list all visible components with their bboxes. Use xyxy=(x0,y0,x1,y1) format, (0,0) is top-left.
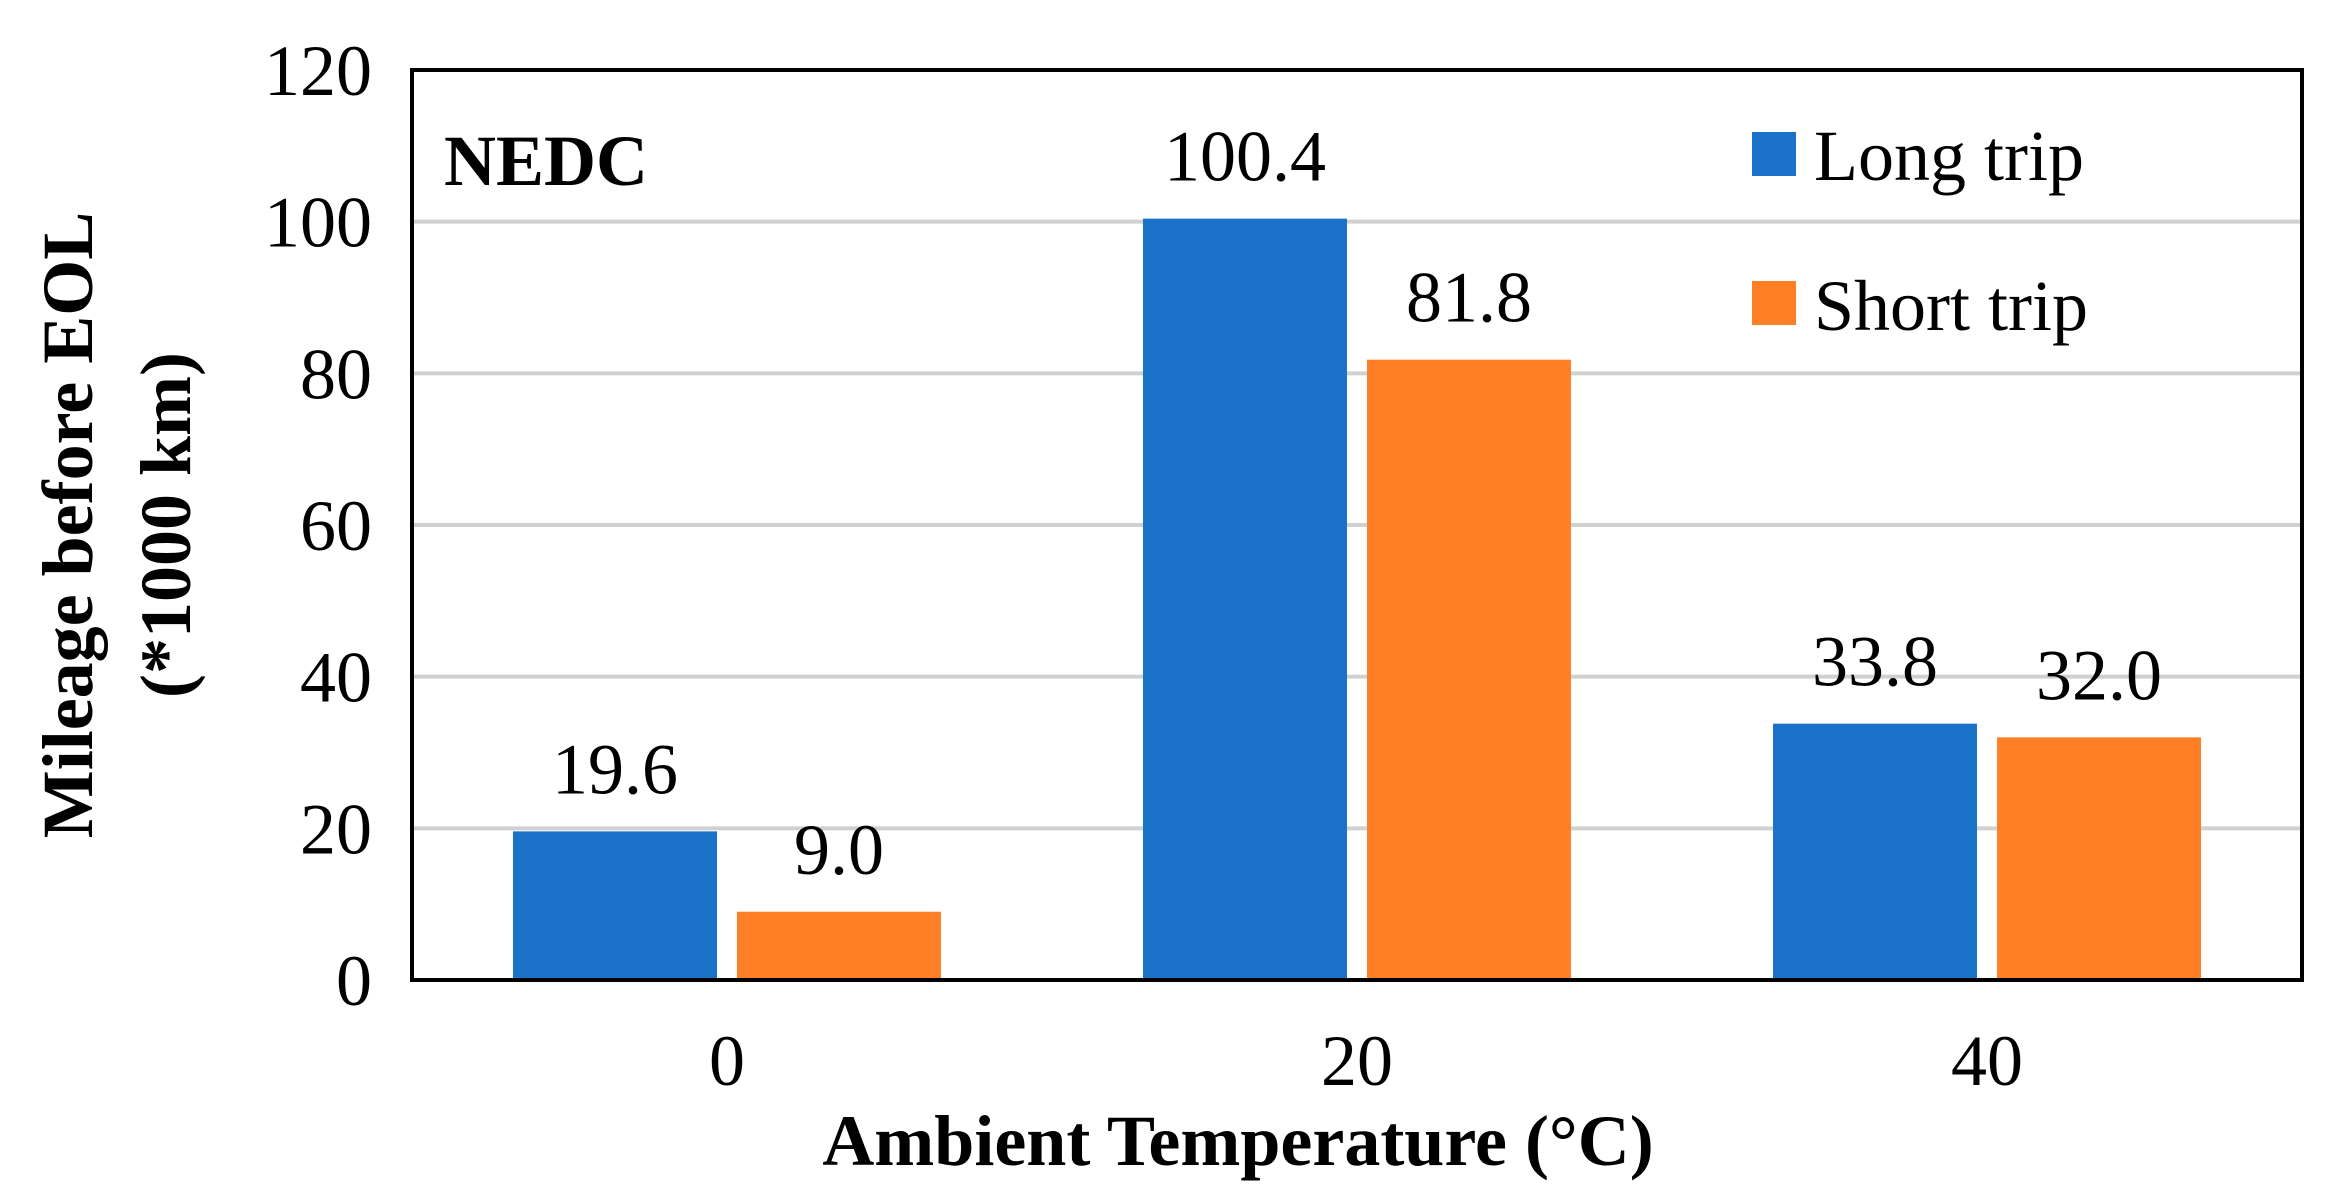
data-label: 33.8 xyxy=(1812,622,1938,702)
x-tick-label: 0 xyxy=(709,1021,745,1101)
data-label: 100.4 xyxy=(1164,117,1326,197)
data-label: 9.0 xyxy=(794,810,884,890)
x-tick-label: 40 xyxy=(1951,1021,2023,1101)
data-label: 19.6 xyxy=(552,729,678,809)
legend: Long trip Short trip xyxy=(1752,116,2088,346)
gridlines xyxy=(412,219,2302,831)
legend-swatch-short-trip xyxy=(1752,281,1796,325)
panel-label: NEDC xyxy=(444,121,648,201)
bar-long-trip xyxy=(1143,218,1347,981)
x-tick-label: 20 xyxy=(1321,1021,1393,1101)
bar-short-trip xyxy=(737,911,941,980)
y-tick-label: 100 xyxy=(264,183,372,263)
plot-frame xyxy=(410,68,2304,982)
legend-swatch-long-trip xyxy=(1752,132,1796,176)
bar-long-trip xyxy=(513,831,717,980)
y-tick-label: 60 xyxy=(300,486,372,566)
bars xyxy=(513,218,2201,981)
y-axis-title-line2: (*1000 km) xyxy=(126,352,206,698)
y-tick-label: 120 xyxy=(264,31,372,111)
y-tick-label: 40 xyxy=(300,638,372,718)
legend-label-short-trip: Short trip xyxy=(1814,266,2088,346)
y-tick-label: 0 xyxy=(336,941,372,1021)
bar-short-trip xyxy=(1367,359,1571,980)
y-tick-label: 80 xyxy=(300,334,372,414)
y-axis-title-line1: Mileage before EOL xyxy=(28,212,108,839)
legend-label-long-trip: Long trip xyxy=(1814,116,2084,196)
data-labels: 19.6 9.0 100.4 81.8 33.8 32.0 xyxy=(552,117,2162,890)
y-tick-label: 20 xyxy=(300,789,372,869)
data-label: 81.8 xyxy=(1406,258,1532,338)
x-axis-ticks: 0 20 40 xyxy=(709,1021,2023,1101)
x-axis-title: Ambient Temperature (°C) xyxy=(822,1101,1653,1181)
bar-long-trip xyxy=(1773,723,1977,980)
data-label: 32.0 xyxy=(2036,635,2162,715)
bar-short-trip xyxy=(1997,737,2201,980)
y-axis-ticks: 0 20 40 60 80 100 120 xyxy=(264,31,372,1021)
